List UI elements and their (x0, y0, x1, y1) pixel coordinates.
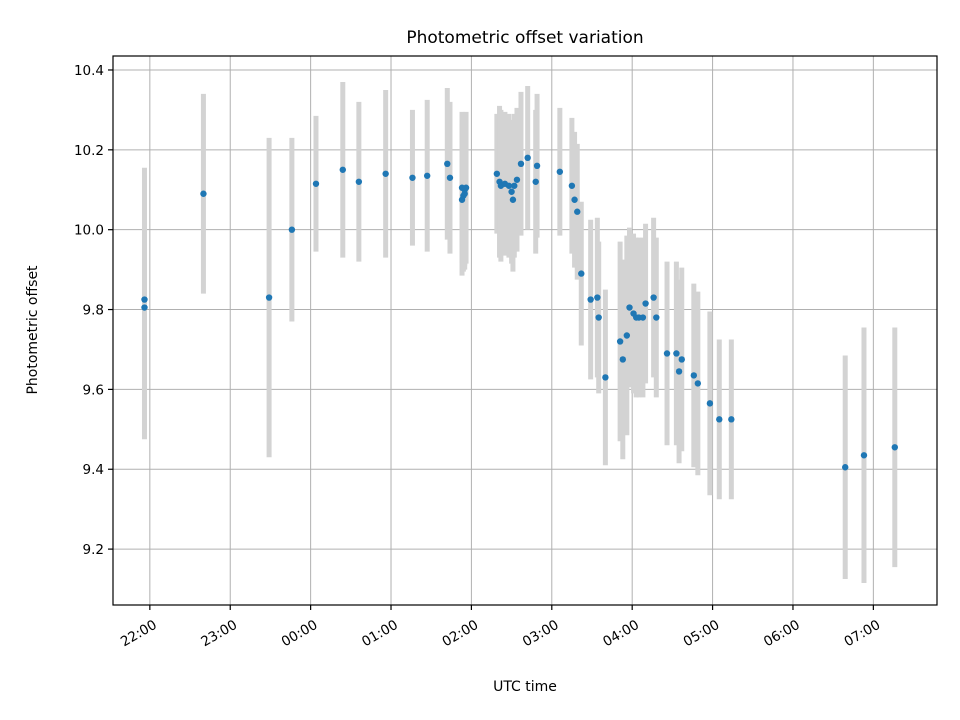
data-point (513, 176, 521, 183)
plot-frame (112, 55, 938, 606)
data-point (339, 166, 346, 173)
data-point (673, 350, 680, 357)
data-point (860, 452, 868, 459)
grid (113, 56, 937, 605)
data-point (511, 182, 518, 189)
data-point (678, 356, 685, 363)
data-point (568, 182, 576, 189)
x-axis-label: UTC time (493, 679, 557, 695)
data-point (409, 174, 416, 181)
data-point (650, 294, 657, 301)
data-point (594, 294, 601, 301)
data-point (382, 170, 389, 177)
data-point (619, 356, 627, 363)
data-point (663, 350, 671, 357)
data-point (556, 168, 564, 175)
data-point (694, 380, 702, 387)
data-point (587, 296, 594, 303)
y-tick-label: 10.2 (74, 143, 104, 159)
data-point (493, 170, 501, 177)
data-point (505, 182, 513, 189)
data-point (312, 180, 320, 187)
y-tick-label: 10.4 (74, 63, 104, 79)
data-point (446, 174, 454, 181)
data-point (690, 372, 698, 379)
y-tick-label: 9.8 (83, 303, 104, 319)
y-tick-label: 10.0 (74, 223, 104, 239)
data-point (508, 188, 515, 195)
y-tick-label: 9.4 (83, 462, 104, 478)
data-point (675, 368, 683, 375)
y-tick-label: 9.6 (83, 382, 104, 398)
data-point (891, 444, 898, 451)
data-point (423, 172, 431, 179)
data-point (517, 160, 525, 168)
data-point (653, 314, 660, 321)
data-point (444, 160, 451, 168)
data-point (602, 374, 609, 381)
chart-title: Photometric offset variation (406, 28, 643, 48)
data-point (524, 154, 531, 162)
data-point (578, 270, 585, 277)
data-point (462, 184, 470, 191)
data-point (616, 338, 624, 345)
data-point (355, 178, 363, 185)
data-points (141, 154, 898, 471)
data-point (574, 208, 581, 215)
data-point (623, 332, 631, 339)
data-point (706, 400, 714, 407)
data-point (642, 300, 649, 307)
y-axis-label: Photometric offset (25, 265, 41, 395)
data-point (842, 464, 849, 471)
data-point (728, 416, 735, 423)
data-point (716, 416, 723, 423)
data-point (288, 226, 296, 233)
data-point (141, 296, 148, 303)
data-point (626, 304, 633, 311)
data-point (639, 314, 647, 321)
data-point (200, 190, 207, 197)
data-point (533, 162, 541, 169)
data-point (532, 178, 539, 185)
data-point (571, 196, 578, 203)
y-tick-label: 9.2 (83, 542, 104, 558)
y-axis-ticks: 9.2 9.4 9.6 9.8 10.0 10.2 10.4 (74, 63, 113, 558)
data-point (595, 314, 602, 321)
data-point (461, 190, 468, 197)
data-point (141, 304, 148, 311)
data-point (265, 294, 273, 301)
data-point (509, 196, 517, 203)
